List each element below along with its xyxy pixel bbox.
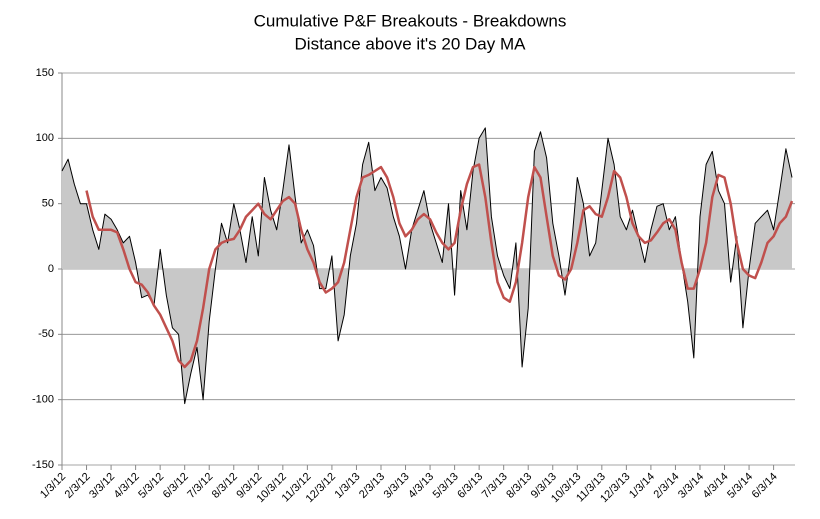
x-tick-label: 4/3/14 [701,471,731,501]
x-tick-label: 2/3/13 [357,471,387,501]
chart-title: Cumulative P&F Breakouts - Breakdowns [254,11,567,30]
x-tick-label: 8/3/13 [504,471,534,501]
x-tick-label: 3/3/14 [676,471,706,501]
x-tick-label: 3/3/12 [87,471,117,501]
line [61,127,793,405]
x-tick-label: 4/3/12 [112,471,142,501]
x-tick-label: 2/3/14 [652,471,682,501]
x-tick-label: 6/3/12 [161,471,191,501]
x-tick-label: 7/3/13 [480,471,510,501]
x-tick-label: 1/3/12 [38,471,68,501]
x-tick-label: 1/3/14 [627,471,657,501]
x-tick-label: 5/3/12 [136,471,166,501]
x-tick-label: 3/3/13 [382,471,412,501]
y-tick-label: -100 [32,394,54,406]
area [62,127,792,404]
x-tick-label: 5/3/14 [725,471,755,501]
x-tick-label: 1/3/13 [333,471,363,501]
x-tick-label: 5/3/13 [431,471,461,501]
x-tick-label: 8/3/12 [210,471,240,501]
x-tick-label: 6/3/14 [750,471,780,501]
x-tick-label: 6/3/13 [455,471,485,501]
y-tick-label: -150 [32,459,54,471]
y-tick-label: 100 [36,132,54,144]
chart-subtitle: Distance above it's 20 Day MA [295,34,527,53]
line [85,163,794,369]
x-tick-label: 2/3/12 [63,471,93,501]
x-tick-label: 7/3/12 [185,471,215,501]
y-tick-label: -50 [38,328,54,340]
y-tick-label: 0 [48,263,54,275]
x-tick-label: 4/3/13 [406,471,436,501]
y-tick-label: 50 [42,198,54,210]
y-tick-label: 150 [36,67,54,79]
